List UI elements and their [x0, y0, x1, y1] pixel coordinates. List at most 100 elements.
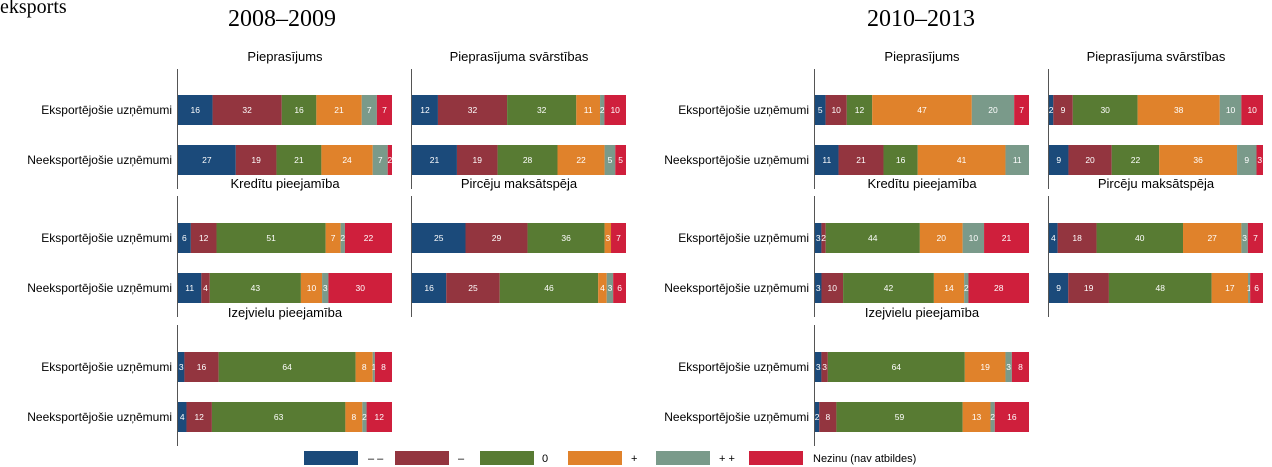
data-label: 20 — [988, 105, 998, 115]
bar-segment — [613, 273, 626, 303]
bar-segment — [611, 223, 626, 253]
data-label: 47 — [917, 105, 927, 115]
bar-segment — [178, 95, 213, 125]
data-label: 2 — [362, 412, 367, 422]
data-label: 2 — [340, 233, 345, 243]
bar-segment — [316, 95, 362, 125]
data-label: 10 — [828, 283, 838, 293]
bar-segment — [815, 352, 822, 382]
bar-segment — [994, 402, 1029, 432]
bar-segment — [598, 273, 607, 303]
data-label: 19 — [251, 155, 261, 165]
data-label: 20 — [937, 233, 947, 243]
top-left-text: eksports — [0, 0, 67, 18]
panel: Izejvielu pieejamība Eksportējošie uzņēmu… — [27, 305, 392, 446]
data-label: 48 — [1156, 283, 1166, 293]
bar-segment — [1049, 145, 1069, 175]
data-label: 10 — [307, 283, 317, 293]
bar-segment — [276, 145, 322, 175]
bar-segment — [1072, 95, 1138, 125]
bar-segment — [827, 352, 965, 382]
legend-swatch — [480, 451, 534, 465]
category-label: Eksportējošie uzņēmumi — [678, 360, 809, 374]
bar-segment — [1250, 273, 1263, 303]
bar-segment — [499, 273, 599, 303]
data-label: 3 — [1257, 155, 1262, 165]
data-label: 27 — [202, 155, 212, 165]
bar-segment — [456, 145, 498, 175]
data-label: 28 — [523, 155, 533, 165]
data-label: 36 — [561, 233, 571, 243]
bar-segment — [328, 273, 392, 303]
bar-segment — [507, 95, 577, 125]
panel-title: Pieprasījums — [247, 49, 323, 64]
data-label: 9 — [1061, 105, 1066, 115]
data-label: 3 — [608, 283, 613, 293]
bar-segment — [825, 223, 920, 253]
bar-segment — [971, 95, 1015, 125]
bar-segment — [446, 273, 500, 303]
data-label: 2 — [964, 283, 969, 293]
bar-segment — [1256, 145, 1263, 175]
bar-segment — [344, 223, 392, 253]
data-label: 21 — [430, 155, 440, 165]
bar-segment — [178, 402, 187, 432]
data-label: 16 — [1007, 412, 1017, 422]
bar-segment — [600, 95, 605, 125]
panel: Kredītu pieejamība Eksportējošie uzņēmumi… — [27, 176, 392, 317]
data-label: 9 — [1056, 283, 1061, 293]
data-label: 8 — [825, 412, 830, 422]
panel-title: Izejvielu pieejamība — [865, 305, 980, 320]
panel: Kredītu pieejamība Eksportējošie uzņēmumi… — [664, 176, 1029, 317]
period-title: 2008–2009 — [228, 6, 336, 32]
data-label: 16 — [197, 362, 207, 372]
data-label: 1 — [1247, 283, 1252, 293]
data-label: 32 — [468, 105, 478, 115]
data-label: 12 — [194, 412, 204, 422]
data-label: 7 — [331, 233, 336, 243]
legend-item: 0 — [480, 451, 548, 465]
bar-segment — [212, 95, 282, 125]
bar-segment — [186, 402, 212, 432]
data-label: 2 — [821, 233, 826, 243]
data-label: 18 — [1072, 233, 1082, 243]
bar-segment — [883, 145, 918, 175]
bar-segment — [836, 402, 963, 432]
category-label: Eksportējošie uzņēmumi — [41, 360, 172, 374]
bar-segment — [412, 273, 447, 303]
legend-item: – — [395, 451, 465, 465]
legend-item: + + — [656, 451, 735, 465]
bar-segment — [1049, 223, 1058, 253]
bar-segment — [355, 352, 373, 382]
data-label: 9 — [1244, 155, 1249, 165]
category-label: Eksportējošie uzņēmumi — [678, 231, 809, 245]
data-label: 5 — [608, 155, 613, 165]
bar-segment — [412, 95, 438, 125]
bar-segment — [1049, 273, 1069, 303]
data-label: 19 — [980, 362, 990, 372]
bar-segment — [1241, 223, 1248, 253]
data-label: 27 — [1207, 233, 1217, 243]
bar-segment — [1005, 145, 1029, 175]
data-label: 14 — [944, 283, 954, 293]
data-label: 42 — [884, 283, 894, 293]
data-label: 16 — [896, 155, 906, 165]
data-label: 8 — [362, 362, 367, 372]
data-label: 12 — [199, 233, 209, 243]
legend-label: 0 — [542, 453, 548, 465]
data-label: 3 — [816, 362, 821, 372]
bar-segment — [372, 145, 388, 175]
period-title: 2010–2013 — [867, 6, 975, 32]
bar-segment — [1049, 95, 1054, 125]
category-label: Neeksportējošie uzņēmumi — [664, 410, 809, 424]
bar-segment — [374, 352, 392, 382]
data-label: 10 — [969, 233, 979, 243]
data-label: 11 — [584, 105, 593, 115]
bar-segment — [178, 145, 236, 175]
data-label: 20 — [1085, 155, 1095, 165]
data-label: 8 — [351, 412, 356, 422]
bar-segment — [1137, 95, 1220, 125]
bar-segment — [340, 223, 345, 253]
data-label: 16 — [424, 283, 434, 293]
